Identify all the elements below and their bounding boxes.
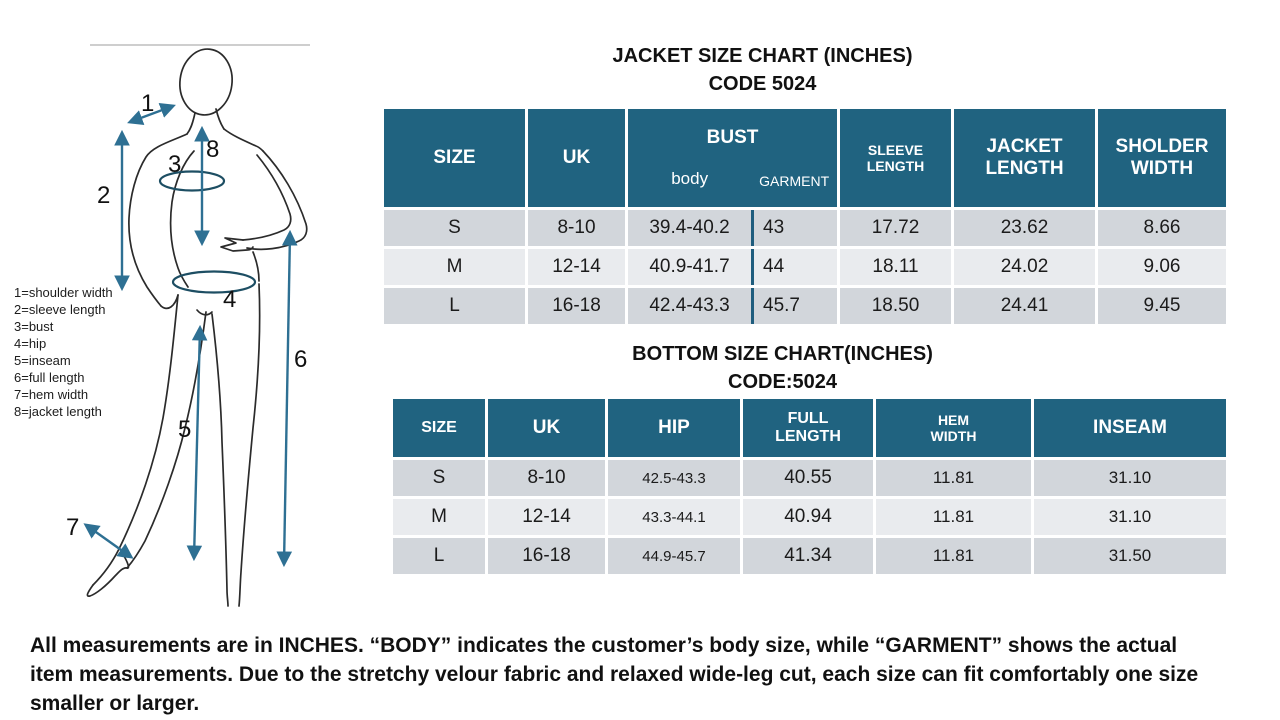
cell-jacket: 24.02	[951, 246, 1098, 288]
cell-inseam: 31.10	[1031, 457, 1229, 499]
cell-size: L	[381, 285, 528, 327]
jacket-header-uk: UK	[525, 106, 628, 210]
jacket-row-m: M 12-14 40.9-41.7 44 18.11 24.02 9.06	[381, 246, 1229, 288]
bottom-row-s: S 8-10 42.5-43.3 40.55 11.81 31.10	[390, 457, 1229, 499]
cell-inseam: 31.10	[1031, 496, 1229, 538]
full-length-arrow	[276, 229, 298, 568]
cell-hip: 44.9-45.7	[605, 535, 743, 577]
cell-bust-garment: 45.7	[751, 285, 840, 327]
bottom-header-hem-width: HEM WIDTH	[873, 396, 1034, 460]
jacket-header-bust: BUST body GARMENT	[625, 106, 840, 210]
bust-label: BUST	[706, 127, 759, 148]
jacket-header-sleeve-length: SLEEVE LENGTH	[837, 106, 954, 210]
inseam-arrow	[186, 324, 208, 562]
cell-bust-garment: 44	[751, 246, 840, 288]
marker-6: 6	[294, 346, 307, 373]
legend-item: 6=full length	[14, 370, 85, 385]
bottom-header-full-length: FULL LENGTH	[740, 396, 876, 460]
jacket-code-line: CODE 5024	[708, 73, 817, 95]
cell-size: M	[390, 496, 488, 538]
marker-8: 8	[206, 136, 219, 163]
marker-5: 5	[178, 416, 191, 443]
marker-1: 1	[141, 90, 154, 117]
cell-shoulder: 9.45	[1095, 285, 1229, 327]
jacket-row-s: S 8-10 39.4-40.2 43 17.72 23.62 8.66	[381, 207, 1229, 249]
marker-7: 7	[66, 514, 79, 541]
bottom-header-hip: HIP	[605, 396, 743, 460]
cell-bust-body: 39.4-40.2	[625, 207, 754, 249]
cell-hem-width: 11.81	[873, 535, 1034, 577]
cell-hem-width: 11.81	[873, 457, 1034, 499]
bottom-header-uk: UK	[485, 396, 608, 460]
bottom-chart-title: BOTTOM SIZE CHART(INCHES) CODE:5024	[360, 340, 1205, 396]
cell-jacket: 24.41	[951, 285, 1098, 327]
bottom-size-table: SIZE UK HIP FULL LENGTH HEM WIDTH INSEAM…	[390, 396, 1229, 577]
bust-garment-label: GARMENT	[759, 173, 830, 189]
jacket-header-shoulder-width: SHOLDER WIDTH	[1095, 106, 1229, 210]
marker-3: 3	[168, 151, 181, 178]
cell-uk: 8-10	[485, 457, 608, 499]
cell-size: S	[381, 207, 528, 249]
legend-item: 4=hip	[14, 336, 47, 351]
bust-body-label: body	[671, 169, 709, 188]
bottom-row-m: M 12-14 43.3-44.1 40.94 11.81 31.10	[390, 496, 1229, 538]
jacket-chart-title: JACKET SIZE CHART (INCHES) CODE 5024	[340, 42, 1185, 98]
bottom-header-size: SIZE	[390, 396, 488, 460]
cell-bust-body: 42.4-43.3	[625, 285, 754, 327]
hem-width-arrow	[83, 523, 134, 559]
cell-size: S	[390, 457, 488, 499]
bust-ellipse	[158, 170, 226, 192]
marker-4: 4	[223, 286, 236, 313]
cell-inseam: 31.50	[1031, 535, 1229, 577]
legend-item: 5=inseam	[14, 353, 71, 368]
cell-shoulder: 9.06	[1095, 246, 1229, 288]
cell-hem-width: 11.81	[873, 496, 1034, 538]
bottom-header-row: SIZE UK HIP FULL LENGTH HEM WIDTH INSEAM	[390, 396, 1229, 460]
marker-2: 2	[97, 182, 110, 209]
cell-sleeve: 18.11	[837, 246, 954, 288]
cell-size: M	[381, 246, 528, 288]
figure-outline	[86, 48, 308, 607]
jacket-title-line: JACKET SIZE CHART (INCHES)	[612, 45, 913, 67]
cell-uk: 16-18	[525, 285, 628, 327]
hip-ellipse	[171, 270, 257, 294]
bottom-row-l: L 16-18 44.9-45.7 41.34 11.81 31.50	[390, 535, 1229, 577]
cell-full-length: 41.34	[740, 535, 876, 577]
cell-uk: 16-18	[485, 535, 608, 577]
cell-hip: 43.3-44.1	[605, 496, 743, 538]
legend-item: 2=sleeve length	[14, 302, 106, 317]
measurement-note: All measurements are in INCHES. “BODY” i…	[30, 634, 1199, 715]
cell-sleeve: 18.50	[837, 285, 954, 327]
legend-item: 3=bust	[14, 319, 54, 334]
cell-jacket: 23.62	[951, 207, 1098, 249]
jacket-row-l: L 16-18 42.4-43.3 45.7 18.50 24.41 9.45	[381, 285, 1229, 327]
jacket-header-row: SIZE UK BUST body GARMENT SLEEVE LENGTH …	[381, 106, 1229, 210]
legend-item: 1=shoulder width	[14, 285, 113, 300]
cell-uk: 12-14	[485, 496, 608, 538]
cell-size: L	[390, 535, 488, 577]
measurement-legend: 1=shoulder width 2=sleeve length 3=bust …	[14, 284, 120, 420]
jacket-size-table: SIZE UK BUST body GARMENT SLEEVE LENGTH …	[381, 106, 1229, 327]
jacket-header-size: SIZE	[381, 106, 528, 210]
cell-hip: 42.5-43.3	[605, 457, 743, 499]
cell-uk: 12-14	[525, 246, 628, 288]
jacket-header-jacket-length: JACKET LENGTH	[951, 106, 1098, 210]
cell-bust-garment: 43	[751, 207, 840, 249]
bottom-code-line: CODE:5024	[728, 371, 837, 393]
cell-uk: 8-10	[525, 207, 628, 249]
measurement-numbers: 1 2 3 4 5 6 7 8	[66, 90, 307, 541]
cell-shoulder: 8.66	[1095, 207, 1229, 249]
cell-sleeve: 17.72	[837, 207, 954, 249]
cell-full-length: 40.55	[740, 457, 876, 499]
measurement-arrows	[83, 103, 298, 568]
bottom-header-inseam: INSEAM	[1031, 396, 1229, 460]
cell-full-length: 40.94	[740, 496, 876, 538]
bottom-title-line: BOTTOM SIZE CHART(INCHES)	[632, 343, 933, 365]
legend-item: 8=jacket length	[14, 404, 102, 419]
cell-bust-body: 40.9-41.7	[625, 246, 754, 288]
measurement-figure-illustration: 1 2 3 4 5 6 7 8	[66, 44, 310, 607]
shoulder-width-arrow	[127, 103, 176, 125]
legend-item: 7=hem width	[14, 387, 89, 402]
